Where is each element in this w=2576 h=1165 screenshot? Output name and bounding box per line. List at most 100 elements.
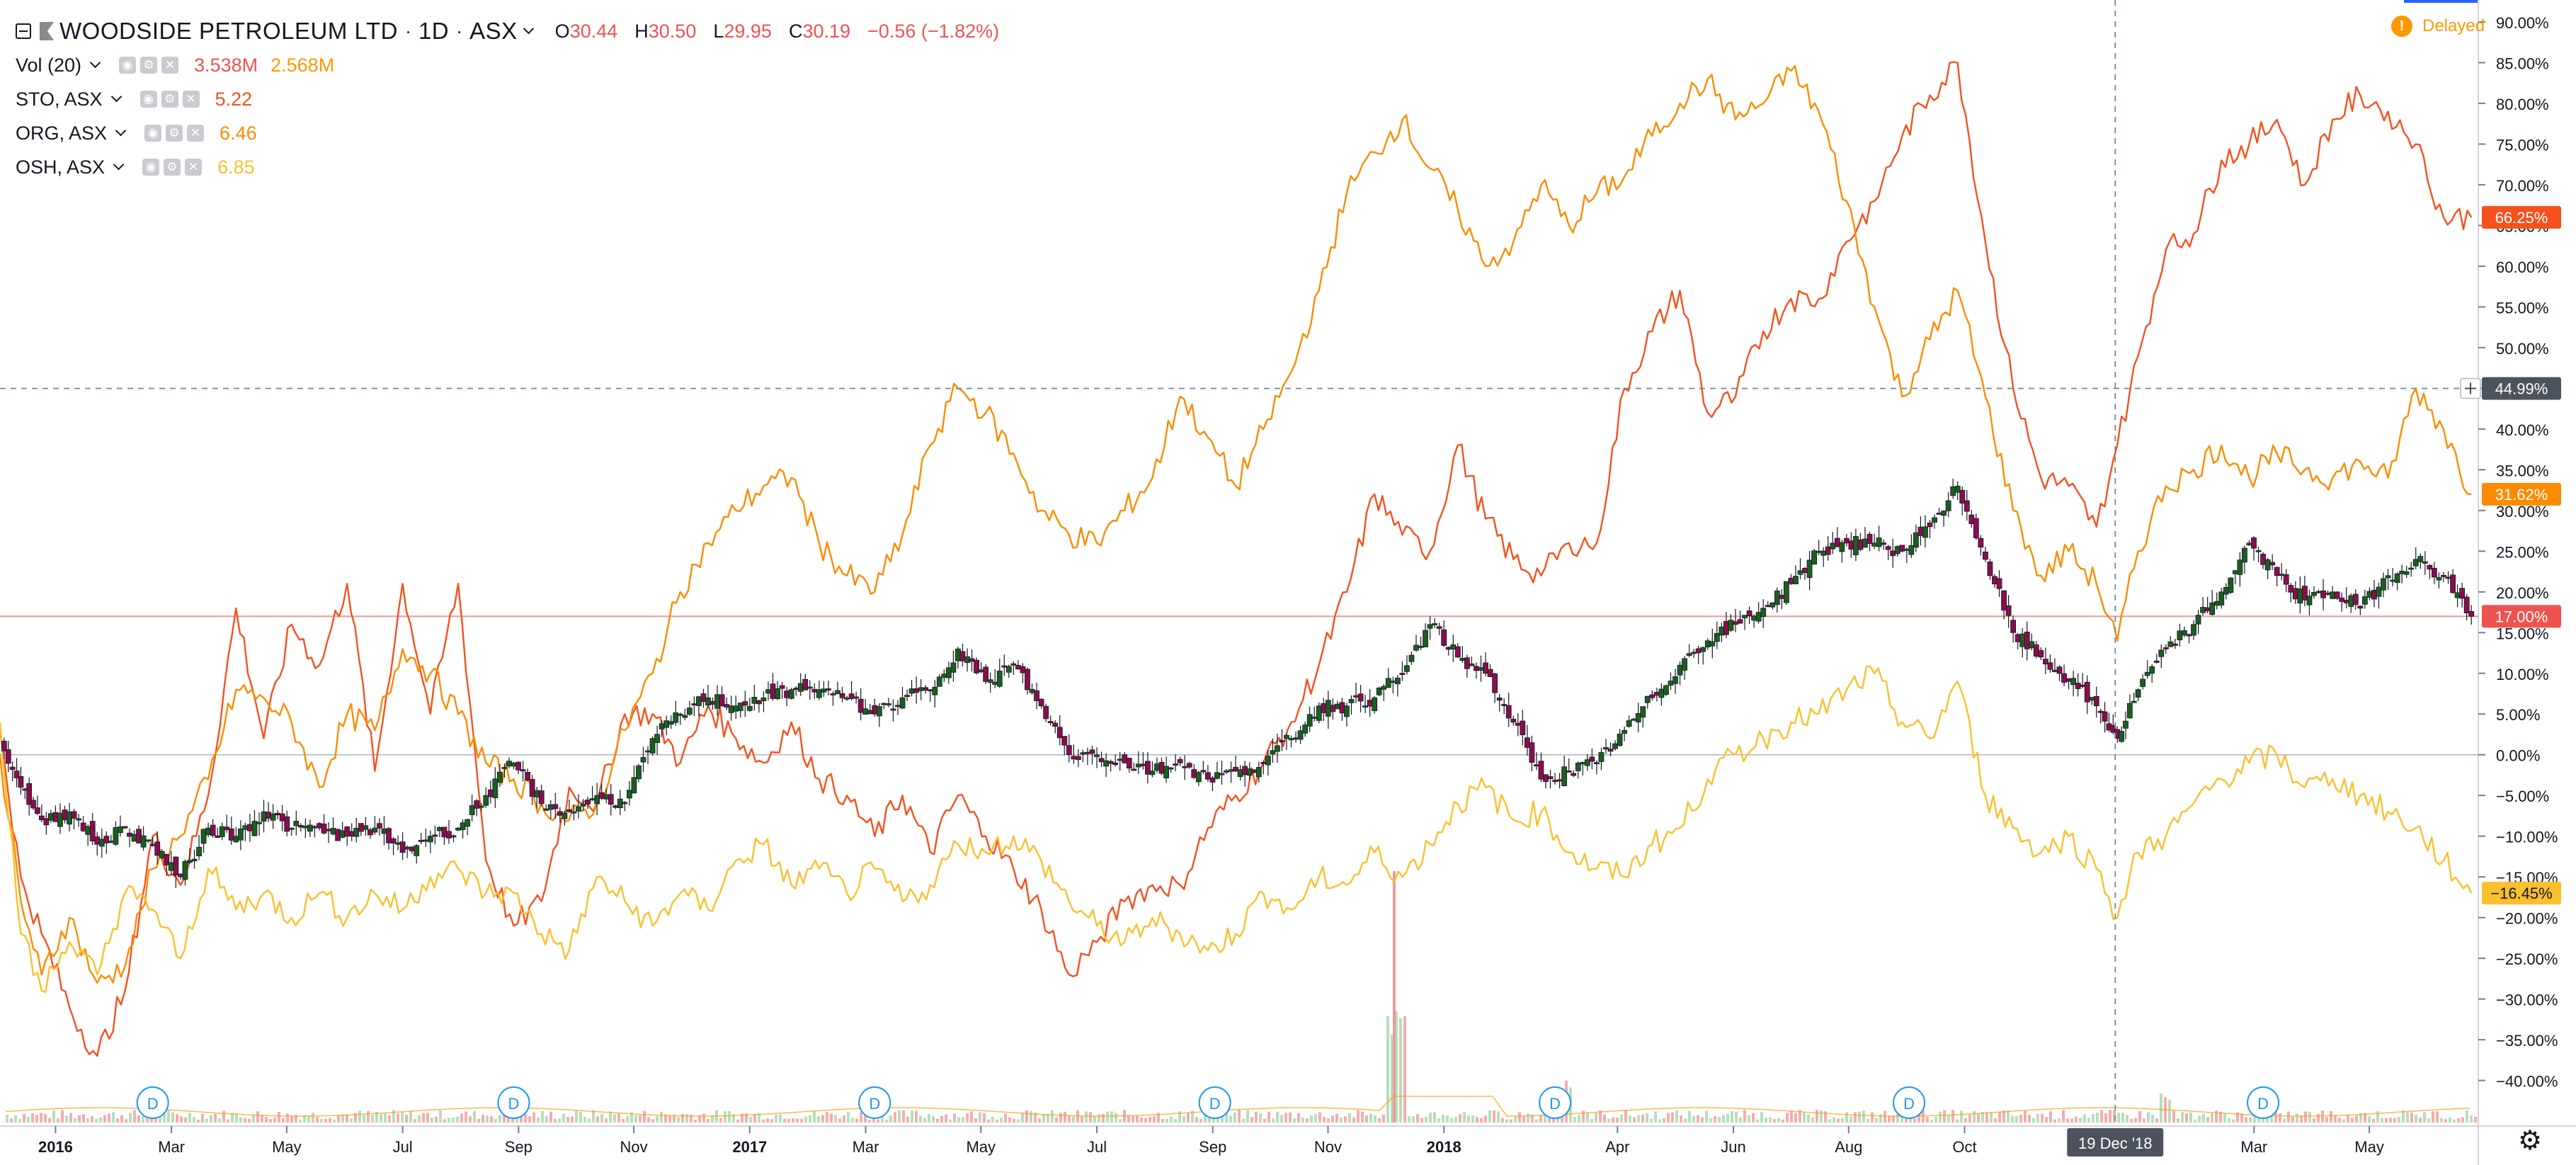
gear-icon[interactable]: ⚙: [164, 159, 181, 176]
close-icon[interactable]: ✕: [185, 159, 203, 176]
volume-bar: [1922, 1110, 1925, 1123]
candle: [1922, 526, 1928, 538]
volume-bar: [1701, 1117, 1704, 1123]
candle: [1899, 545, 1905, 552]
volume-bar: [99, 1117, 102, 1123]
candle: [1293, 737, 1299, 740]
interval-label[interactable]: 1D: [418, 18, 450, 44]
compare-label[interactable]: STO, ASX: [16, 89, 103, 110]
gear-icon[interactable]: ⚙: [2517, 1125, 2543, 1156]
collapse-legend-icon[interactable]: [16, 23, 31, 39]
eye-icon[interactable]: ◉: [139, 91, 157, 108]
candle: [1357, 693, 1364, 702]
candle: [478, 805, 484, 808]
volume-bar: [1382, 1114, 1385, 1123]
volume-bar: [558, 1118, 561, 1123]
candle: [13, 771, 20, 778]
volume-bar: [2283, 1118, 2286, 1123]
dividend-marker[interactable]: [1198, 1086, 1231, 1119]
volume-bar: [1879, 1114, 1882, 1123]
series-candles-wpl[interactable]: [1, 478, 2475, 888]
close-icon[interactable]: ✕: [182, 91, 200, 108]
volume-bar: [460, 1113, 463, 1123]
compare-label[interactable]: ORG, ASX: [16, 123, 108, 144]
candle: [2320, 590, 2326, 598]
candle: [1510, 719, 1517, 723]
volume-bar: [906, 1116, 909, 1123]
gear-icon[interactable]: ⚙: [161, 91, 178, 108]
volume-bar: [1552, 1117, 1555, 1123]
exclamation-icon: !: [2391, 16, 2412, 37]
candle: [2361, 596, 2368, 605]
delayed-badge[interactable]: ! Delayed: [2391, 16, 2485, 37]
candle: [1658, 688, 1665, 698]
candle: [636, 765, 642, 780]
series-line-org[interactable]: [0, 64, 2472, 984]
volume-bar: [2015, 1115, 2018, 1123]
candle: [1719, 626, 1725, 636]
volume-bar: [753, 1113, 756, 1123]
exchange-label[interactable]: ASX: [469, 18, 518, 44]
flag-icon[interactable]: [40, 22, 54, 40]
volume-study-label[interactable]: Vol (20): [16, 55, 82, 76]
volume-bar: [2092, 1113, 2095, 1123]
volume-bar: [1888, 1115, 1891, 1123]
dividend-marker[interactable]: [136, 1086, 169, 1119]
volume-bar: [2019, 1114, 2022, 1123]
candle: [178, 873, 183, 877]
eye-icon[interactable]: ◉: [142, 159, 160, 176]
volume-bar: [766, 1118, 769, 1123]
candle: [288, 827, 295, 830]
candle: [89, 821, 96, 841]
gear-icon[interactable]: ⚙: [166, 125, 183, 142]
chevron-down-icon[interactable]: [110, 91, 122, 102]
volume-bar: [1233, 1112, 1236, 1123]
y-tick-label: −30.00%: [2496, 991, 2558, 1009]
chevron-down-icon[interactable]: [113, 159, 125, 170]
chevron-down-icon[interactable]: [115, 125, 127, 136]
volume-bar: [2198, 1115, 2201, 1123]
volume-bar: [159, 1117, 161, 1123]
close-icon[interactable]: ✕: [161, 57, 179, 74]
volume-bar: [605, 1118, 608, 1123]
volume-bar: [1939, 1111, 1942, 1123]
series-line-sto[interactable]: [0, 61, 2473, 1057]
time-axis[interactable]: [0, 1126, 2478, 1165]
chevron-down-icon[interactable]: [89, 57, 101, 68]
series-line-osh[interactable]: [0, 665, 2473, 994]
volume-bar: [82, 1114, 85, 1123]
candle: [487, 789, 494, 797]
dividend-marker[interactable]: [1539, 1086, 1572, 1119]
volume-bar: [2232, 1119, 2235, 1123]
volume-bar: [1875, 1118, 1878, 1123]
volume-bar: [1399, 1018, 1402, 1123]
candle: [122, 826, 128, 829]
volume-bar: [2240, 1113, 2243, 1123]
gear-icon[interactable]: ⚙: [140, 57, 158, 74]
dividend-marker[interactable]: [1893, 1086, 1926, 1119]
dividend-marker[interactable]: [2247, 1086, 2280, 1119]
dividend-marker[interactable]: [858, 1086, 891, 1119]
last-value-box-sto: [2482, 205, 2561, 229]
last-value-box-org: [2482, 482, 2561, 506]
eye-icon[interactable]: ◉: [119, 57, 137, 74]
volume-bar: [2058, 1118, 2061, 1123]
chevron-down-icon[interactable]: [523, 23, 534, 34]
y-tick-label: −20.00%: [2496, 910, 2558, 928]
symbol-name[interactable]: WOODSIDE PETROLEUM LTD: [59, 18, 398, 44]
close-icon[interactable]: ✕: [187, 125, 205, 142]
candle: [1145, 761, 1151, 775]
candle: [2454, 592, 2461, 598]
price-axis[interactable]: [2478, 0, 2576, 1165]
candle: [1288, 738, 1294, 741]
y-tick-label: −40.00%: [2496, 1073, 2558, 1091]
candle: [2075, 683, 2081, 689]
y-tick-label: 35.00%: [2496, 462, 2549, 479]
volume-bar: [1204, 1113, 1207, 1123]
compare-label[interactable]: OSH, ASX: [16, 157, 106, 178]
candle: [816, 689, 822, 698]
eye-icon[interactable]: ◉: [144, 125, 162, 142]
dividend-marker[interactable]: [497, 1086, 530, 1119]
candle: [746, 705, 753, 711]
